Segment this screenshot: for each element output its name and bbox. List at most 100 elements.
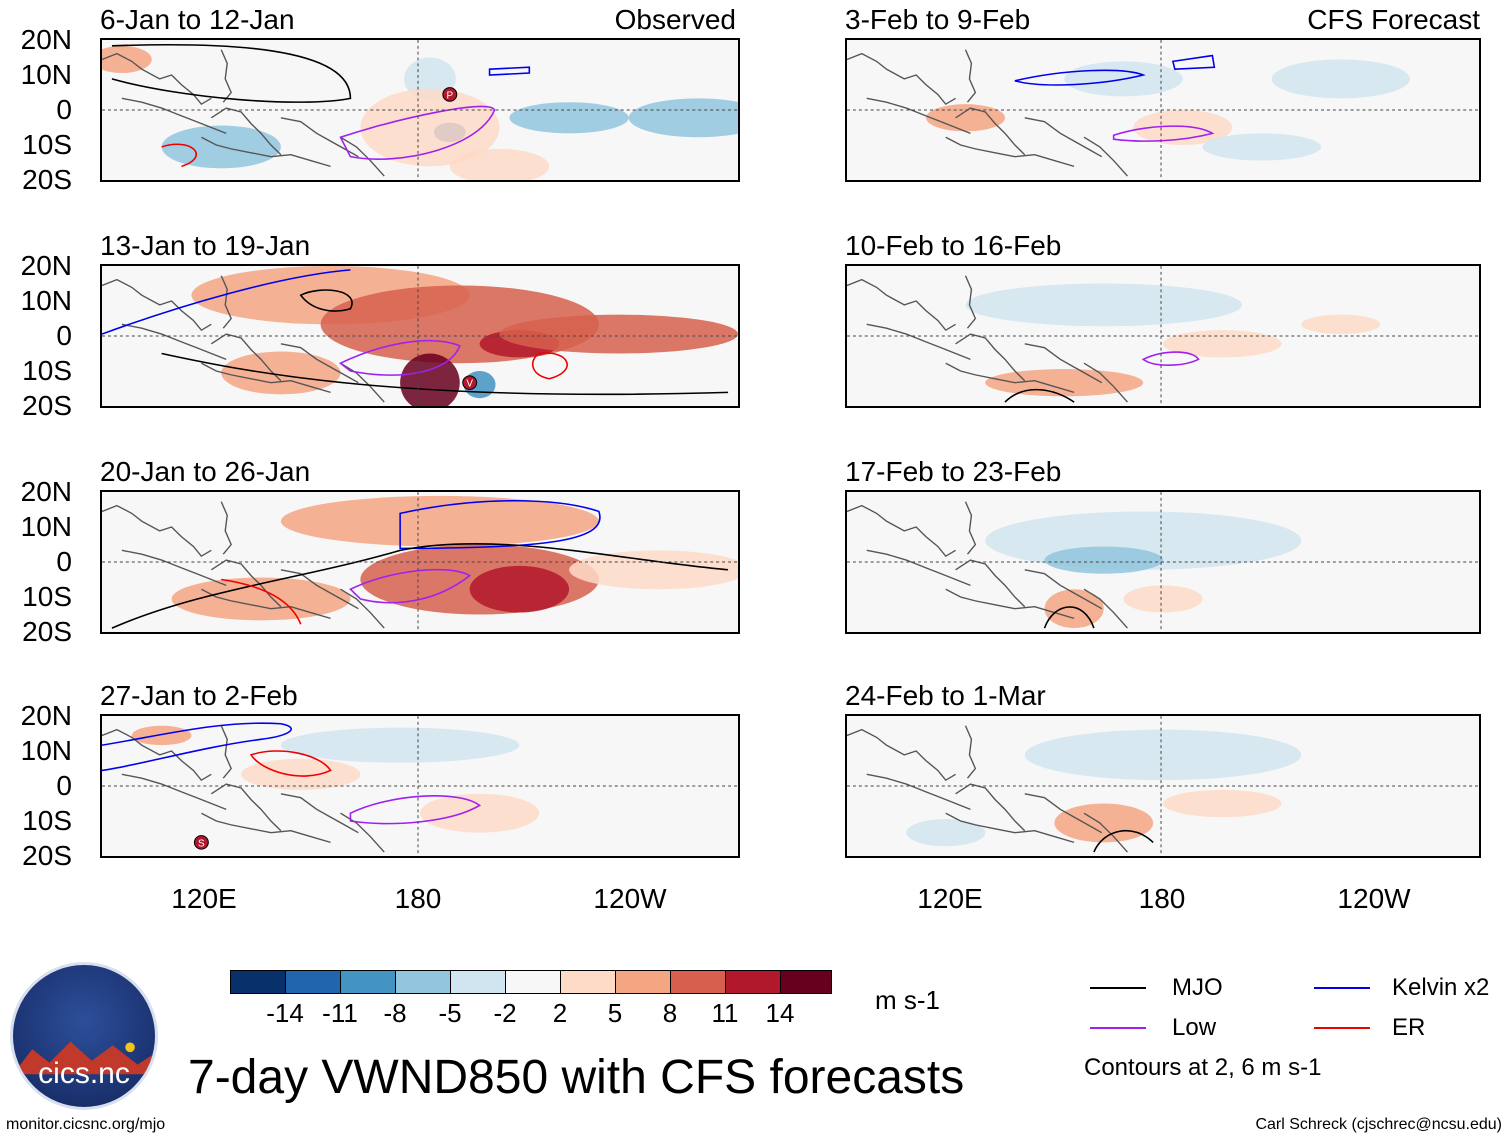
wind-anomaly-shading	[420, 793, 540, 833]
coastline	[280, 569, 359, 610]
footer-url[interactable]: monitor.cicsnc.org/mjo	[6, 1116, 166, 1133]
coastline	[121, 773, 227, 810]
coastline	[210, 333, 282, 382]
wind-anomaly-shading	[906, 819, 986, 847]
storm-marker: S	[193, 835, 209, 850]
coastline	[121, 549, 227, 586]
colorbar-label: -5	[438, 998, 462, 1028]
lat-label: 10N	[20, 59, 72, 90]
lat-label: 10S	[22, 805, 72, 836]
lat-label: 10N	[20, 735, 72, 766]
coastline	[964, 725, 977, 779]
coastline	[201, 136, 331, 168]
coastline	[964, 49, 977, 103]
wind-anomaly-shading	[965, 283, 1242, 327]
colorbar-swatch	[780, 970, 832, 994]
colorbar-label: -11	[322, 998, 358, 1028]
wave-contour	[1171, 54, 1216, 70]
panel-title: 17-Feb to 23-Feb	[845, 456, 1062, 487]
colorbar-swatch	[230, 970, 286, 994]
coastline	[121, 323, 227, 360]
colorbar-swatch	[450, 970, 506, 994]
legend-line-er	[1314, 1027, 1370, 1029]
map-canvas	[847, 40, 1479, 180]
coastline	[1083, 588, 1128, 629]
colorbar-label: 11	[711, 998, 739, 1028]
panel-title: 3-Feb to 9-Feb	[845, 4, 1031, 35]
storm-marker-circle	[193, 835, 209, 850]
wind-anomaly-shading	[280, 495, 599, 547]
colorbar-label: 5	[607, 998, 623, 1028]
colorbar-swatch	[285, 970, 341, 994]
lon-label: 120W	[1337, 883, 1411, 914]
panel-label-forecast: CFS Forecast	[1307, 4, 1480, 35]
wave-contour	[299, 289, 353, 312]
storm-marker-letter: P	[446, 90, 453, 101]
lat-label: 20S	[22, 390, 72, 421]
colorbar-swatch	[395, 970, 451, 994]
wave-contour	[161, 352, 729, 396]
coastline	[210, 107, 282, 156]
cics-logo: cics.nc	[10, 962, 158, 1110]
coastline	[220, 501, 232, 555]
wind-anomaly-shading	[1163, 789, 1282, 818]
map-panel	[845, 38, 1481, 182]
wave-contour	[102, 722, 292, 772]
storm-marker-circle	[442, 87, 458, 102]
lat-label: 20N	[20, 476, 72, 507]
wave-contour	[349, 568, 472, 604]
panel-title: 24-Feb to 1-Mar	[845, 680, 1046, 711]
panel-label-observed: Observed	[614, 4, 736, 35]
lat-label: 20S	[22, 840, 72, 871]
wind-anomaly-shading	[280, 727, 520, 763]
storm-marker: V	[462, 375, 478, 390]
lat-label: 10N	[20, 285, 72, 316]
map-canvas	[847, 716, 1479, 856]
coastline	[121, 97, 227, 134]
wind-anomaly-shading	[171, 577, 351, 621]
lon-label: 120E	[171, 883, 237, 914]
coastline	[955, 333, 1026, 382]
coastline	[1024, 569, 1103, 610]
lat-label: 0	[56, 320, 72, 351]
wind-anomaly-shading	[400, 353, 460, 406]
lon-label: 120W	[593, 883, 667, 914]
wave-contour	[111, 43, 352, 103]
legend-note: Contours at 2, 6 m s-1	[1084, 1054, 1322, 1081]
wind-anomaly-shading	[1044, 546, 1163, 574]
lat-label: 10N	[20, 511, 72, 542]
colorbar-units: m s-1	[875, 985, 940, 1015]
coastline	[964, 501, 977, 555]
colorbar-swatch	[340, 970, 396, 994]
wind-anomaly-shading	[221, 351, 341, 395]
coastline	[866, 549, 971, 586]
map-panel	[845, 714, 1481, 858]
map-panel: V	[100, 264, 740, 408]
wind-anomaly-shading	[1202, 133, 1321, 161]
map-panel	[100, 490, 740, 634]
coastline	[210, 559, 282, 608]
main-title: 7-day VWND850 with CFS forecasts	[188, 1051, 965, 1104]
coastline	[1083, 136, 1128, 177]
wind-anomaly-shading	[1044, 589, 1104, 629]
map-panel: P	[100, 38, 740, 182]
coastline	[1024, 117, 1103, 158]
wind-anomaly-shading	[569, 550, 738, 590]
colorbar-label: -2	[493, 998, 517, 1028]
map-panel	[845, 264, 1481, 408]
lat-label: 20N	[20, 700, 72, 731]
wave-contour	[531, 352, 568, 380]
wind-anomaly-shading	[499, 314, 738, 354]
legend-label: MJO	[1172, 974, 1223, 1001]
logo-name: cics.nc	[38, 1057, 130, 1090]
lat-label: 20N	[20, 24, 72, 55]
wave-contour	[1043, 606, 1095, 629]
colorbar-swatch	[615, 970, 671, 994]
coastline	[847, 504, 956, 558]
colorbar-label: 14	[765, 998, 795, 1028]
coastline	[1083, 362, 1128, 403]
legend-label: Low	[1172, 1014, 1217, 1041]
coastline	[866, 97, 971, 134]
coastline	[945, 812, 1075, 844]
coastline	[220, 49, 232, 103]
